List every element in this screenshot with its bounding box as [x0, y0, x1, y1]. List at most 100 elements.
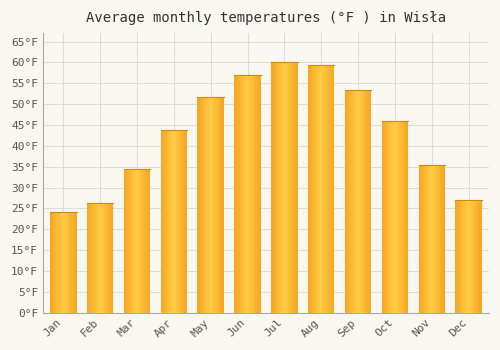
Bar [93, 203, 94, 313]
Bar [398, 121, 400, 313]
Bar [163, 130, 164, 313]
Bar [234, 75, 235, 313]
Bar [218, 97, 220, 313]
Bar [65, 212, 66, 313]
Bar [186, 130, 187, 313]
Bar [314, 64, 315, 313]
Bar [207, 97, 208, 313]
Bar [136, 169, 137, 313]
Bar [332, 64, 334, 313]
Bar [430, 164, 431, 313]
Bar [348, 90, 349, 313]
Bar [472, 200, 473, 313]
Bar [438, 164, 439, 313]
Bar [481, 200, 482, 313]
Bar [437, 164, 438, 313]
Bar [317, 64, 318, 313]
Bar [359, 90, 360, 313]
Bar [137, 169, 138, 313]
Bar [424, 164, 426, 313]
Bar [73, 212, 74, 313]
Bar [256, 75, 257, 313]
Bar [134, 169, 135, 313]
Bar [243, 75, 244, 313]
Bar [456, 200, 457, 313]
Bar [71, 212, 72, 313]
Bar [126, 169, 127, 313]
Bar [272, 62, 273, 313]
Bar [160, 130, 162, 313]
Bar [145, 169, 146, 313]
Bar [423, 164, 424, 313]
Bar [279, 62, 280, 313]
Bar [476, 200, 478, 313]
Bar [215, 97, 216, 313]
Bar [274, 62, 276, 313]
Bar [470, 200, 472, 313]
Bar [128, 169, 129, 313]
Bar [237, 75, 238, 313]
Bar [382, 121, 384, 313]
Bar [236, 75, 237, 313]
Bar [212, 97, 214, 313]
Bar [402, 121, 403, 313]
Bar [473, 200, 474, 313]
Bar [110, 203, 112, 313]
Bar [250, 75, 251, 313]
Bar [395, 121, 396, 313]
Bar [313, 64, 314, 313]
Bar [467, 200, 468, 313]
Bar [257, 75, 258, 313]
Bar [64, 212, 65, 313]
Bar [259, 75, 260, 313]
Bar [280, 62, 281, 313]
Bar [439, 164, 440, 313]
Bar [315, 64, 316, 313]
Bar [68, 212, 70, 313]
Bar [290, 62, 292, 313]
Bar [148, 169, 150, 313]
Bar [129, 169, 130, 313]
Bar [72, 212, 73, 313]
Bar [440, 164, 442, 313]
Bar [457, 200, 458, 313]
Bar [396, 121, 398, 313]
Bar [144, 169, 145, 313]
Bar [108, 203, 109, 313]
Bar [370, 90, 372, 313]
Bar [179, 130, 180, 313]
Bar [392, 121, 393, 313]
Bar [238, 75, 240, 313]
Bar [308, 64, 309, 313]
Bar [67, 212, 68, 313]
Bar [357, 90, 358, 313]
Bar [289, 62, 290, 313]
Bar [460, 200, 462, 313]
Bar [346, 90, 348, 313]
Bar [284, 62, 285, 313]
Bar [178, 130, 179, 313]
Bar [459, 200, 460, 313]
Bar [201, 97, 202, 313]
Bar [384, 121, 385, 313]
Bar [316, 64, 317, 313]
Bar [50, 212, 51, 313]
Bar [202, 97, 203, 313]
Bar [70, 212, 71, 313]
Bar [444, 164, 445, 313]
Bar [101, 203, 102, 313]
Bar [328, 64, 329, 313]
Bar [385, 121, 386, 313]
Bar [210, 97, 212, 313]
Bar [434, 164, 436, 313]
Bar [99, 203, 100, 313]
Bar [465, 200, 466, 313]
Bar [324, 64, 326, 313]
Bar [386, 121, 387, 313]
Bar [406, 121, 408, 313]
Bar [273, 62, 274, 313]
Bar [458, 200, 459, 313]
Bar [368, 90, 370, 313]
Bar [206, 97, 207, 313]
Bar [56, 212, 57, 313]
